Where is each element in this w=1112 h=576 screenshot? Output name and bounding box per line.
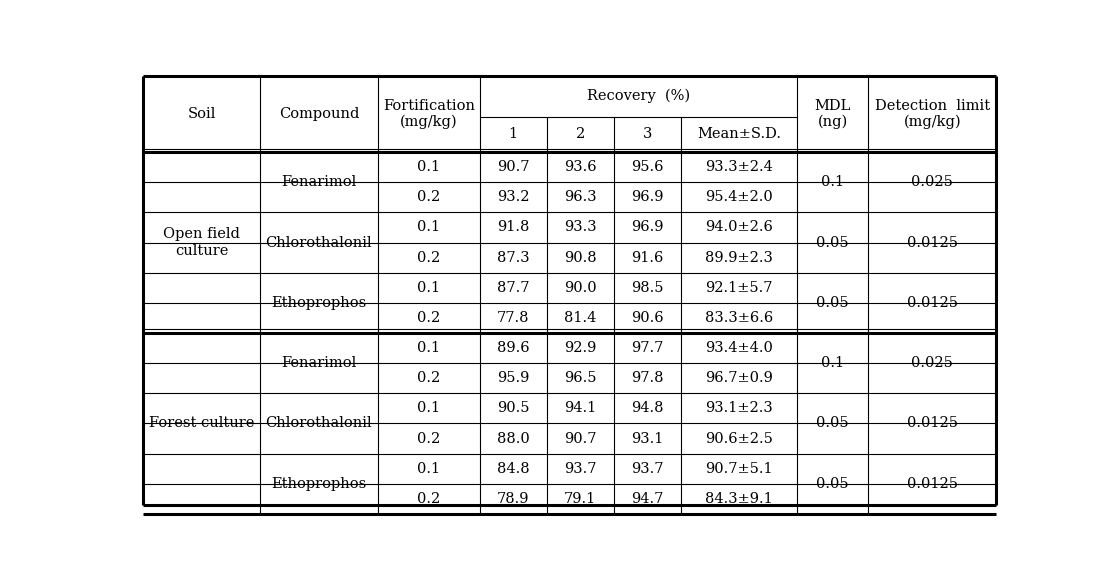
- Text: 90.8: 90.8: [564, 251, 596, 264]
- Text: 0.0125: 0.0125: [907, 416, 957, 430]
- Text: 81.4: 81.4: [564, 311, 596, 325]
- Text: 96.9: 96.9: [632, 221, 664, 234]
- Text: Chlorothalonil: Chlorothalonil: [266, 236, 373, 249]
- Text: 96.9: 96.9: [632, 190, 664, 204]
- Text: 97.7: 97.7: [632, 341, 664, 355]
- Text: 0.2: 0.2: [417, 190, 440, 204]
- Text: 94.1: 94.1: [564, 401, 596, 415]
- Text: 93.6: 93.6: [564, 160, 596, 174]
- Text: 98.5: 98.5: [632, 281, 664, 295]
- Text: 0.2: 0.2: [417, 431, 440, 446]
- Text: Chlorothalonil: Chlorothalonil: [266, 416, 373, 430]
- Text: 93.4±4.0: 93.4±4.0: [705, 341, 773, 355]
- Text: 89.6: 89.6: [497, 341, 529, 355]
- Text: 93.3±2.4: 93.3±2.4: [705, 160, 773, 174]
- Text: MDL
(ng): MDL (ng): [815, 98, 851, 129]
- Text: 0.0125: 0.0125: [907, 236, 957, 249]
- Text: 0.1: 0.1: [821, 175, 844, 190]
- Text: 0.0125: 0.0125: [907, 477, 957, 491]
- Text: 95.6: 95.6: [632, 160, 664, 174]
- Text: 95.4±2.0: 95.4±2.0: [705, 190, 773, 204]
- Text: 93.7: 93.7: [632, 462, 664, 476]
- Text: 96.3: 96.3: [564, 190, 596, 204]
- Text: 0.1: 0.1: [821, 356, 844, 370]
- Text: 79.1: 79.1: [564, 492, 596, 506]
- Text: 0.1: 0.1: [417, 281, 440, 295]
- Text: 94.0±2.6: 94.0±2.6: [705, 221, 773, 234]
- Text: 87.7: 87.7: [497, 281, 529, 295]
- Text: 84.8: 84.8: [497, 462, 529, 476]
- Text: 93.7: 93.7: [564, 462, 596, 476]
- Text: 90.0: 90.0: [564, 281, 596, 295]
- Text: Soil: Soil: [187, 107, 216, 121]
- Text: 90.5: 90.5: [497, 401, 529, 415]
- Text: 2: 2: [576, 127, 585, 141]
- Text: 94.8: 94.8: [632, 401, 664, 415]
- Text: 0.05: 0.05: [816, 236, 850, 249]
- Text: 87.3: 87.3: [497, 251, 529, 264]
- Text: Forest culture: Forest culture: [149, 416, 255, 430]
- Text: 91.6: 91.6: [632, 251, 664, 264]
- Text: 94.7: 94.7: [632, 492, 664, 506]
- Text: Fortification
(mg/kg): Fortification (mg/kg): [383, 98, 475, 129]
- Text: 95.9: 95.9: [497, 372, 529, 385]
- Text: 93.1: 93.1: [632, 431, 664, 446]
- Text: 97.8: 97.8: [632, 372, 664, 385]
- Text: 0.025: 0.025: [912, 356, 953, 370]
- Text: Recovery  (%): Recovery (%): [587, 89, 691, 103]
- Text: Mean±S.D.: Mean±S.D.: [697, 127, 781, 141]
- Text: 93.3: 93.3: [564, 221, 596, 234]
- Text: 0.1: 0.1: [417, 401, 440, 415]
- Text: 0.2: 0.2: [417, 372, 440, 385]
- Text: 92.1±5.7: 92.1±5.7: [705, 281, 773, 295]
- Text: Ethoprophos: Ethoprophos: [271, 477, 367, 491]
- Text: 0.05: 0.05: [816, 477, 850, 491]
- Text: 3: 3: [643, 127, 652, 141]
- Text: 90.6±2.5: 90.6±2.5: [705, 431, 773, 446]
- Text: 0.05: 0.05: [816, 296, 850, 310]
- Text: Detection  limit
(mg/kg): Detection limit (mg/kg): [875, 98, 990, 129]
- Text: 93.1±2.3: 93.1±2.3: [705, 401, 773, 415]
- Text: 0.1: 0.1: [417, 341, 440, 355]
- Text: 90.7±5.1: 90.7±5.1: [705, 462, 773, 476]
- Text: 93.2: 93.2: [497, 190, 529, 204]
- Text: 83.3±6.6: 83.3±6.6: [705, 311, 773, 325]
- Text: 90.7: 90.7: [497, 160, 529, 174]
- Text: Ethoprophos: Ethoprophos: [271, 296, 367, 310]
- Text: 0.0125: 0.0125: [907, 296, 957, 310]
- Text: 92.9: 92.9: [564, 341, 596, 355]
- Text: Fenarimol: Fenarimol: [281, 175, 357, 190]
- Text: 0.1: 0.1: [417, 221, 440, 234]
- Text: 90.6: 90.6: [631, 311, 664, 325]
- Text: 96.5: 96.5: [564, 372, 596, 385]
- Text: 90.7: 90.7: [564, 431, 596, 446]
- Text: 0.2: 0.2: [417, 251, 440, 264]
- Text: 78.9: 78.9: [497, 492, 529, 506]
- Text: Open field
culture: Open field culture: [163, 228, 240, 257]
- Text: 0.05: 0.05: [816, 416, 850, 430]
- Text: 91.8: 91.8: [497, 221, 529, 234]
- Text: 77.8: 77.8: [497, 311, 529, 325]
- Text: 0.2: 0.2: [417, 311, 440, 325]
- Text: 88.0: 88.0: [497, 431, 529, 446]
- Text: Fenarimol: Fenarimol: [281, 356, 357, 370]
- Text: 84.3±9.1: 84.3±9.1: [705, 492, 773, 506]
- Text: 0.1: 0.1: [417, 462, 440, 476]
- Text: 96.7±0.9: 96.7±0.9: [705, 372, 773, 385]
- Text: 1: 1: [508, 127, 518, 141]
- Text: 89.9±2.3: 89.9±2.3: [705, 251, 773, 264]
- Text: 0.1: 0.1: [417, 160, 440, 174]
- Text: 0.025: 0.025: [912, 175, 953, 190]
- Text: Compound: Compound: [279, 107, 359, 121]
- Text: 0.2: 0.2: [417, 492, 440, 506]
